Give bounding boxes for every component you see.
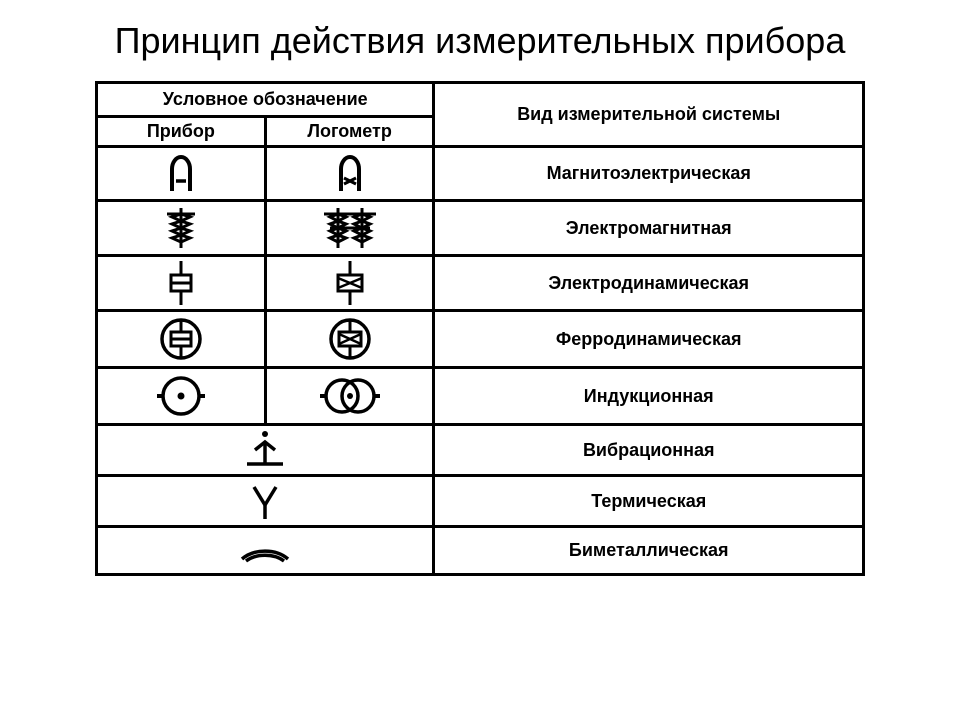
system-label: Термическая (434, 476, 864, 527)
symbol-magneto-device-icon (97, 147, 266, 201)
symbol-bimetal-icon (97, 527, 434, 575)
system-label: Индукционная (434, 368, 864, 425)
symbol-thermal-icon (97, 476, 434, 527)
symbol-electrodyn-logometer-icon (265, 256, 434, 311)
symbol-electrodyn-device-icon (97, 256, 266, 311)
system-label: Электромагнитная (434, 201, 864, 256)
header-system: Вид измерительной системы (434, 83, 864, 147)
header-symbol-group: Условное обозначение (97, 83, 434, 117)
symbol-vibration-icon (97, 425, 434, 476)
table-row: Индукционная (97, 368, 864, 425)
table-row: Термическая (97, 476, 864, 527)
symbol-magneto-logometer-icon (265, 147, 434, 201)
table-header-row-1: Условное обозначение Вид измерительной с… (97, 83, 864, 117)
table-row: Электромагнитная (97, 201, 864, 256)
symbol-table: Условное обозначение Вид измерительной с… (95, 81, 865, 576)
system-label: Ферродинамическая (434, 311, 864, 368)
table-row: Вибрационная (97, 425, 864, 476)
table-row: Электродинамическая (97, 256, 864, 311)
table-row: Биметаллическая (97, 527, 864, 575)
table-row: Магнитоэлектрическая (97, 147, 864, 201)
symbol-ferrodyn-device-icon (97, 311, 266, 368)
header-device: Прибор (97, 117, 266, 147)
system-label: Биметаллическая (434, 527, 864, 575)
symbol-electromag-device-icon (97, 201, 266, 256)
page-title: Принцип действия измерительных прибора (95, 18, 865, 63)
symbol-ferrodyn-logometer-icon (265, 311, 434, 368)
symbol-induction-logometer-icon (265, 368, 434, 425)
symbol-electromag-logometer-icon (265, 201, 434, 256)
symbol-induction-device-icon (97, 368, 266, 425)
header-logometer: Логометр (265, 117, 434, 147)
page: Принцип действия измерительных прибора У… (0, 0, 960, 720)
system-label: Вибрационная (434, 425, 864, 476)
system-label: Электродинамическая (434, 256, 864, 311)
table-row: Ферродинамическая (97, 311, 864, 368)
system-label: Магнитоэлектрическая (434, 147, 864, 201)
